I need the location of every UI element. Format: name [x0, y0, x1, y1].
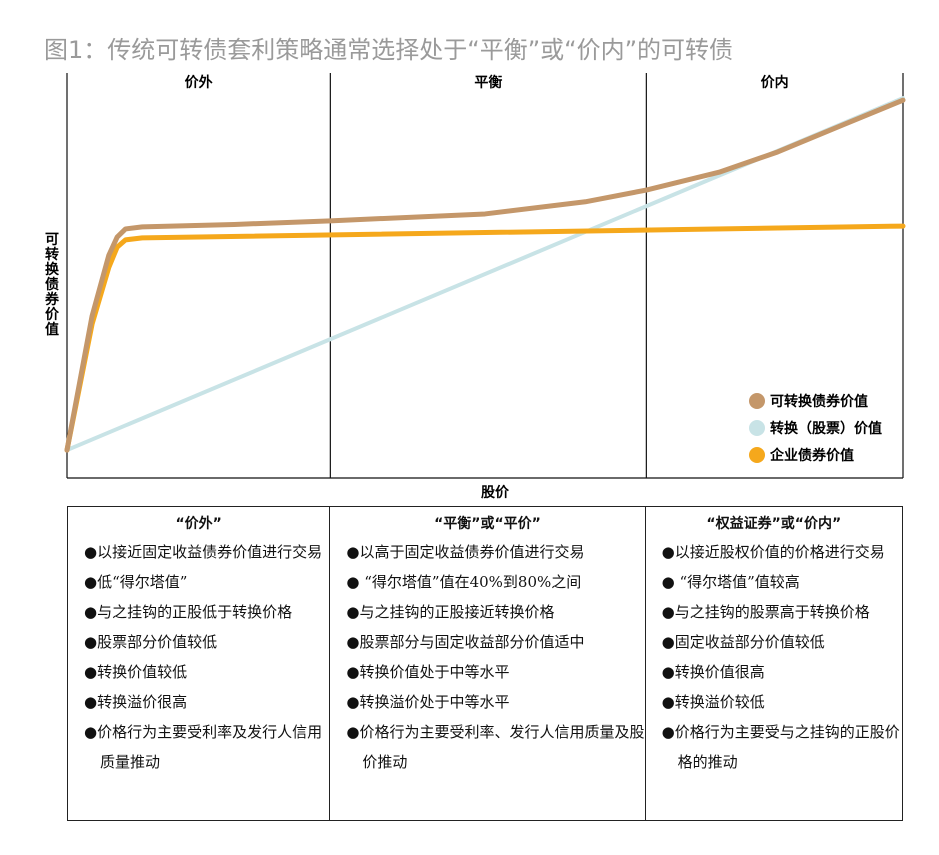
bullet-item: 与之挂钩的正股接近转换价格: [346, 597, 644, 627]
bullet-item: 转换价值较低: [84, 657, 329, 687]
legend-swatch: [749, 420, 765, 436]
legend-swatch: [749, 447, 765, 463]
y-axis-label-char: 换: [45, 261, 60, 278]
bullet-item: 以接近固定收益债券价值进行交易: [84, 537, 329, 567]
y-axis-label-char: 可: [45, 232, 59, 248]
legend-label: 企业债券价值: [769, 447, 854, 464]
figure-title: 图1：传统可转债套利策略通常选择处于“平衡”或“价内”的可转债: [44, 36, 734, 64]
table-column: “权益证券”或“价内” 以接近股权价值的价格进行交易 “得尔塔值”值较高与之挂钩的…: [646, 507, 902, 820]
bullet-item: 转换溢价处于中等水平: [346, 687, 644, 717]
plot-frame: [66, 73, 904, 479]
y-axis-label-char: 价: [45, 307, 60, 323]
comparison-table: “价外” 以接近固定收益债券价值进行交易低“得尔塔值”与之挂钩的正股低于转换价格股…: [67, 506, 903, 821]
bullet-item: 以高于固定收益债券价值进行交易: [346, 537, 644, 567]
column-header: “价外”: [175, 516, 222, 532]
y-axis-label-char: 债: [45, 276, 59, 293]
y-axis-label: 可转换债券价值: [45, 232, 60, 338]
region-label: 平衡: [474, 74, 502, 91]
legend-label: 转换（股票）价值: [770, 420, 882, 437]
bullet-item: “得尔塔值”值较高: [662, 567, 902, 597]
table-column: “平衡”或“平价” 以高于固定收益债券价值进行交易 “得尔塔值”值在40%到80%…: [330, 507, 646, 820]
bullet-item: 低“得尔塔值”: [84, 567, 329, 597]
bullet-item: 转换价值处于中等水平: [346, 657, 644, 687]
column-header: “权益证券”或“价内”: [706, 516, 842, 532]
y-axis-label-char: 券: [45, 291, 60, 308]
region-label: 价外: [185, 74, 213, 91]
x-axis-label: 股价: [481, 485, 510, 501]
bullet-item: 价格行为主要受与之挂钩的正股价格的推动: [662, 717, 902, 777]
series-line-0: [64, 97, 906, 453]
series-line-2: [64, 223, 906, 453]
bullet-item: 转换价值很高: [662, 657, 902, 687]
y-axis-label-char: 值: [45, 321, 59, 338]
bullet-item: 固定收益部分价值较低: [662, 627, 902, 657]
bullet-item: 转换溢价较低: [662, 687, 902, 717]
bullet-item: 与之挂钩的正股低于转换价格: [84, 597, 329, 627]
bullet-item: 价格行为主要受利率、发行人信用质量及股价推动: [346, 717, 644, 777]
bullet-item: 与之挂钩的股票高于转换价格: [662, 597, 902, 627]
bullet-item: 价格行为主要受利率及发行人信用质量推动: [84, 717, 329, 777]
legend-label: 可转换债券价值: [770, 393, 868, 410]
bullet-item: 股票部分价值较低: [84, 627, 329, 657]
region-label: 价内: [761, 74, 789, 91]
y-axis-label-char: 转: [45, 246, 59, 263]
column-header: “平衡”或“平价”: [434, 516, 541, 532]
bullet-item: 转换溢价很高: [84, 687, 329, 717]
legend-swatch: [749, 393, 765, 409]
table-column: “价外” 以接近固定收益债券价值进行交易低“得尔塔值”与之挂钩的正股低于转换价格股…: [68, 507, 331, 820]
bullet-item: 股票部分与固定收益部分价值适中: [346, 627, 644, 657]
bullet-item: 以接近股权价值的价格进行交易: [662, 537, 902, 567]
bullet-item: “得尔塔值”值在40%到80%之间: [346, 567, 644, 597]
